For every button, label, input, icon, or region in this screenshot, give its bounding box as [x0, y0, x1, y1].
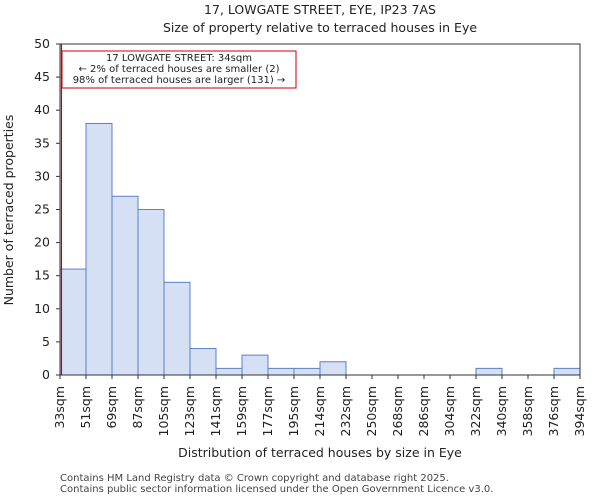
- bar-141sqm: [215, 367, 243, 376]
- bars-group: [59, 122, 581, 376]
- footer-line-2: Contains public sector information licen…: [60, 484, 494, 495]
- annotation-box: 17 LOWGATE STREET: 34sqm ← 2% of terrace…: [61, 50, 297, 89]
- y-tick-label: 30: [34, 168, 50, 183]
- bar-87sqm: [137, 209, 165, 376]
- y-tick-label: 25: [34, 202, 50, 217]
- x-tick-label: 159sqm: [234, 386, 249, 436]
- plot-area-frame: [59, 43, 581, 376]
- x-tick-label: 232sqm: [338, 386, 353, 436]
- x-tick-label: 214sqm: [312, 386, 327, 436]
- y-tick-label: 15: [34, 268, 50, 283]
- chart-title: 17, LOWGATE STREET, EYE, IP23 7AS: [204, 2, 436, 17]
- footer-line-1: Contains HM Land Registry data © Crown c…: [60, 473, 449, 484]
- bar-177sqm: [267, 367, 295, 376]
- x-axis-label: Distribution of terraced houses by size …: [178, 445, 462, 460]
- bar-123sqm: [189, 348, 217, 376]
- x-tick-label: 394sqm: [572, 386, 587, 436]
- y-axis-label: Number of terraced properties: [1, 115, 16, 306]
- x-tick-label: 376sqm: [546, 386, 561, 436]
- y-tick-label: 45: [34, 69, 50, 84]
- x-tick-label: 123sqm: [182, 386, 197, 436]
- y-axis-ticks: 0 5 10 15 20 25 30 35 40 45 50: [34, 36, 60, 382]
- chart-subtitle: Size of property relative to terraced ho…: [163, 20, 477, 35]
- x-tick-label: 340sqm: [494, 386, 509, 436]
- y-tick-label: 35: [34, 135, 50, 150]
- x-tick-label: 304sqm: [442, 386, 457, 436]
- y-tick-label: 20: [34, 235, 50, 250]
- bar-69sqm: [111, 195, 139, 376]
- x-tick-label: 358sqm: [520, 386, 535, 436]
- x-tick-label: 105sqm: [156, 386, 171, 436]
- x-tick-label: 69sqm: [104, 386, 119, 429]
- x-tick-label: 322sqm: [468, 386, 483, 436]
- bar-195sqm: [293, 367, 321, 376]
- annotation-line-1: 17 LOWGATE STREET: 34sqm: [106, 53, 252, 64]
- x-tick-label: 33sqm: [52, 386, 67, 429]
- x-tick-label: 268sqm: [390, 386, 405, 436]
- bar-322sqm: [475, 367, 503, 376]
- y-tick-label: 50: [34, 36, 50, 51]
- x-axis-ticks: 33sqm 51sqm 69sqm 87sqm 105sqm 123sqm 141sqm 15…: [52, 375, 587, 436]
- y-tick-label: 5: [42, 334, 50, 349]
- bar-376sqm: [553, 367, 581, 376]
- annotation-line-3: 98% of terraced houses are larger (131) …: [73, 75, 286, 86]
- x-tick-label: 195sqm: [286, 386, 301, 436]
- bar-105sqm: [163, 281, 191, 376]
- y-tick-label: 10: [34, 301, 50, 316]
- x-tick-label: 286sqm: [416, 386, 431, 436]
- annotation-line-2: ← 2% of terraced houses are smaller (2): [79, 64, 280, 75]
- x-tick-label: 51sqm: [78, 386, 93, 429]
- x-tick-label: 250sqm: [364, 386, 379, 436]
- x-tick-label: 177sqm: [260, 386, 275, 436]
- x-tick-label: 141sqm: [208, 386, 223, 436]
- bar-51sqm: [85, 122, 113, 376]
- y-tick-label: 0: [42, 367, 50, 382]
- y-tick-label: 40: [34, 102, 50, 117]
- bar-159sqm: [241, 354, 269, 376]
- x-tick-label: 87sqm: [130, 386, 145, 429]
- bar-214sqm: [319, 361, 347, 376]
- bar-33sqm: [59, 268, 87, 376]
